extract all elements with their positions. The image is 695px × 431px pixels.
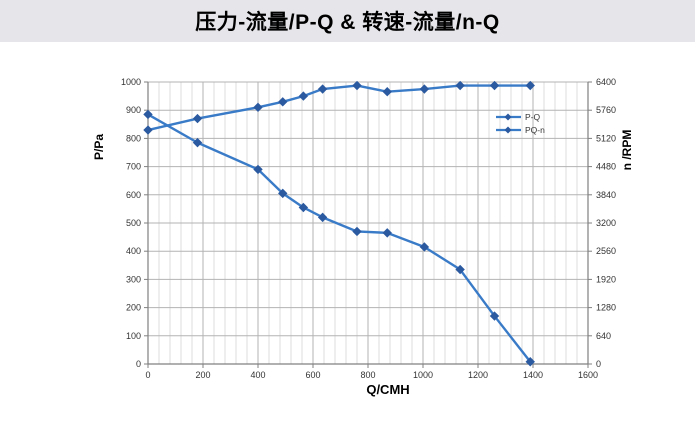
x-tick-label: 1200 [468,370,488,380]
marker-P-Q [489,311,500,321]
y-right-tick-label: 4480 [596,162,616,172]
x-tick-label: 0 [145,370,150,380]
x-tick-label: 1400 [523,370,543,380]
y-left-tick-label: 200 [126,303,141,313]
y-left-tick-label: 600 [126,190,141,200]
legend-marker [504,113,512,121]
marker-PQ-n [419,84,430,94]
chart-canvas: 0 200 400 600 800 1000 1200 1400 160001002003004… [92,77,634,397]
marker-PQ-n [143,125,153,135]
marker-PQ-n [455,80,465,91]
legend-marker [504,126,512,134]
marker-PQ-n [317,84,328,94]
y-left-tick-label: 300 [126,274,141,284]
x-tick-label: 1600 [578,370,598,380]
y-left-tick-label: 400 [126,246,141,256]
y-left-tick-label: 100 [126,331,141,341]
marker-P-Q [419,242,430,252]
marker-P-Q [525,357,535,367]
marker-P-Q [192,137,203,148]
y-left-tick-label: 800 [126,133,141,143]
legend-label: PQ-n [525,125,545,135]
y-right-tick-label: 1920 [596,274,616,284]
y-left-tick-label: 700 [126,162,141,172]
series-line-P-Q [146,113,532,363]
marker-P-Q [278,188,288,199]
y-left-tick-label: 1000 [121,77,141,87]
y-right-tick-label: 5760 [596,105,616,115]
marker-PQ-n [298,91,309,101]
marker-PQ-n [489,80,500,91]
marker-P-Q [455,264,465,275]
y-right-tick-label: 3200 [596,218,616,228]
marker-PQ-n [382,86,392,97]
y-right-tick-label: 3840 [596,190,616,200]
marker-PQ-n [192,113,203,124]
marker-PQ-n [525,80,535,91]
y-left-tick-label: 900 [126,105,141,115]
marker-PQ-n [352,80,362,91]
y-left-axis-title: P/Pa [92,134,106,160]
y-right-tick-label: 6400 [596,77,616,87]
y-right-tick-label: 5120 [596,133,616,143]
marker-P-Q [317,212,328,223]
pq-nq-chart: 0 200 400 600 800 1000 1200 1400 1600 0 100 200 300 4… [0,42,695,431]
x-tick-label: 600 [305,370,320,380]
y-left-tick-label: 500 [126,218,141,228]
y-right-tick-label: 2560 [596,246,616,256]
marker-PQ-n [278,97,288,107]
x-tick-label: 800 [360,370,375,380]
x-tick-label: 200 [195,370,210,380]
page-title: 压力-流量/P-Q & 转速-流量/n-Q [195,11,500,34]
marker-P-Q [382,228,392,238]
x-tick-label: 400 [250,370,265,380]
series-line-PQ-n [146,84,532,132]
x-tick-label: 1000 [413,370,433,380]
y-right-tick-label: 640 [596,331,611,341]
legend-label: P-Q [525,112,541,122]
chart-header: 压力-流量/P-Q & 转速-流量/n-Q [0,0,695,42]
y-left-tick-label: 0 [136,359,141,369]
marker-P-Q [143,109,153,120]
y-right-tick-label: 0 [596,359,601,369]
x-axis-title: Q/CMH [366,382,409,397]
legend [496,113,521,134]
marker-P-Q [352,226,362,237]
marker-P-Q [253,164,263,175]
y-right-tick-label: 1280 [596,303,616,313]
marker-PQ-n [253,102,263,113]
marker-P-Q [298,202,309,213]
y-right-axis-title: n /RPM [620,130,634,171]
